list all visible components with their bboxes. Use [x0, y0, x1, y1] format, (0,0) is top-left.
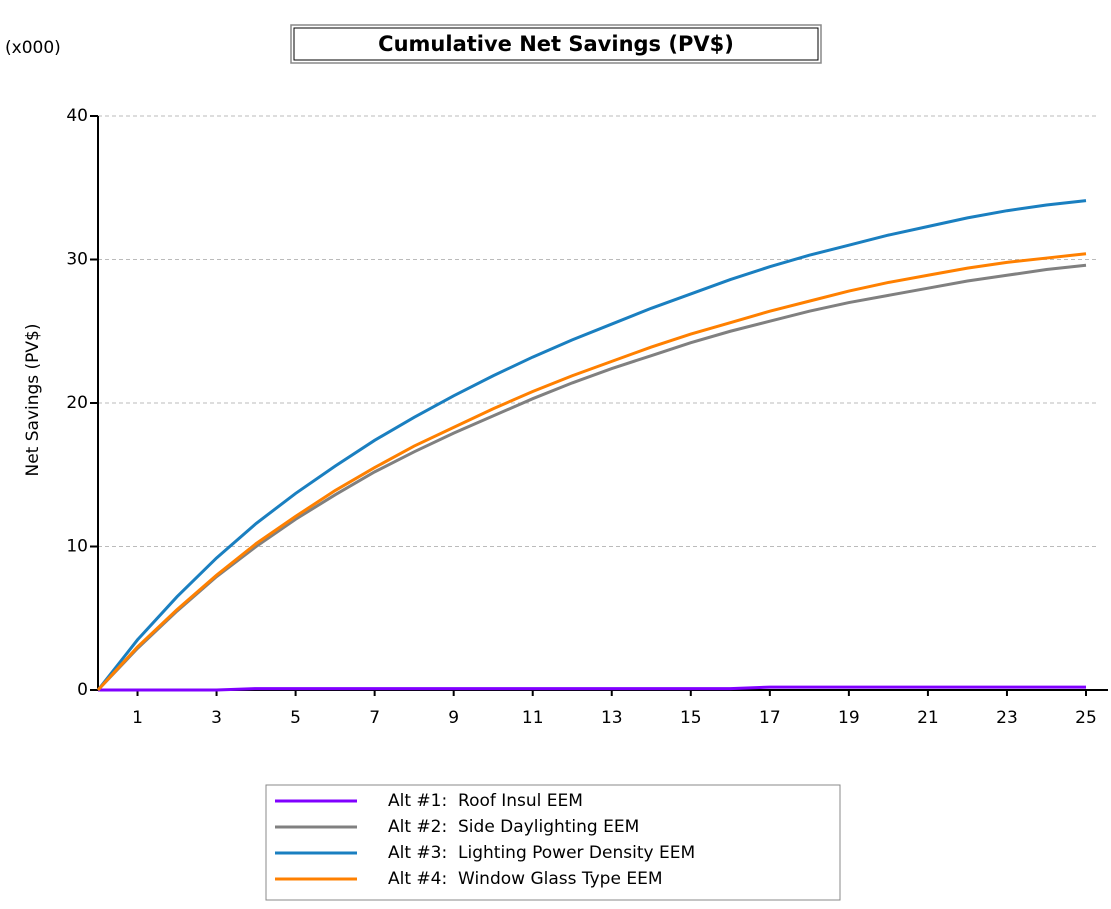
x-tick-label: 21 [917, 708, 939, 728]
series-line [98, 685, 1086, 692]
x-tick-label: 3 [211, 708, 222, 728]
chart-title: Cumulative Net Savings (PV$) [378, 32, 734, 56]
y-tick-label: 20 [66, 393, 88, 413]
legend-label: Alt #4: Window Glass Type EEM [388, 869, 662, 889]
y-axis-label: Net Savings (PV$) [23, 323, 43, 476]
y-unit: (x000) [5, 38, 61, 58]
y-tick-label: 40 [66, 106, 88, 126]
x-tick-label: 17 [759, 708, 781, 728]
x-tick-label: 1 [132, 708, 143, 728]
legend-label: Alt #3: Lighting Power Density EEM [388, 843, 695, 863]
series-line [96, 252, 1087, 692]
y-tick-label: 30 [66, 250, 88, 270]
y-tick-label: 0 [77, 680, 88, 700]
series-line [96, 199, 1087, 691]
legend-box [265, 784, 841, 901]
x-tick-label: 7 [369, 708, 380, 728]
x-tick-label: 19 [838, 708, 860, 728]
x-tick-label: 5 [290, 708, 301, 728]
x-tick-label: 11 [522, 708, 544, 728]
x-tick-label: 23 [996, 708, 1018, 728]
x-tick-label: 25 [1075, 708, 1097, 728]
legend-label: Alt #2: Side Daylighting EEM [388, 817, 639, 837]
title-box-inner [293, 27, 819, 61]
x-tick-label: 9 [448, 708, 459, 728]
series-line [96, 263, 1087, 692]
legend-label: Alt #1: Roof Insul EEM [388, 791, 583, 811]
x-tick-label: 15 [680, 708, 702, 728]
x-tick-label: 13 [601, 708, 623, 728]
title-box [290, 24, 822, 64]
y-tick-label: 10 [66, 537, 88, 557]
